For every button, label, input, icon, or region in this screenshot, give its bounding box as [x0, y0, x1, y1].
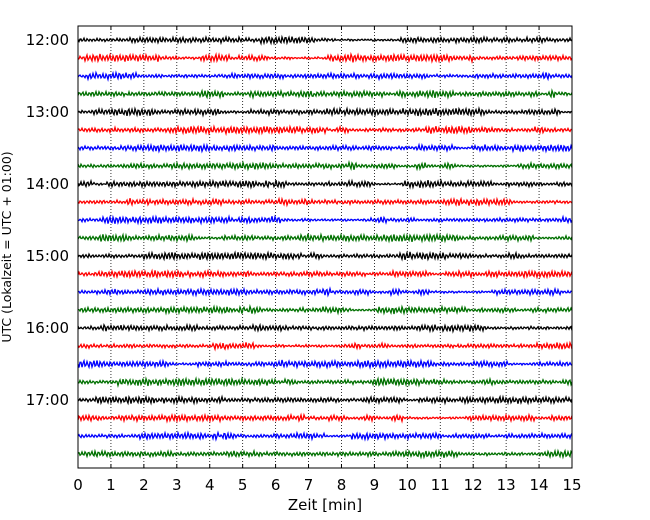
x-tick-label: 4	[205, 476, 215, 494]
seismogram-trace	[77, 88, 573, 100]
seismogram-trace	[77, 105, 573, 118]
seismogram-trace	[77, 303, 573, 316]
x-tick-label: 14	[530, 476, 549, 494]
y-tick-label: 16:00	[26, 319, 69, 337]
seismogram-trace	[77, 142, 573, 154]
y-tick-label: 17:00	[26, 391, 69, 409]
seismogram-trace	[77, 196, 573, 208]
seismogram-trace	[77, 340, 573, 352]
y-axis-label: UTC (Lokalzeit = UTC + 01:00)	[0, 151, 14, 342]
seismogram-trace	[77, 34, 573, 46]
seismogram-trace	[77, 124, 573, 137]
plot-frame	[77, 25, 573, 469]
seismogram-trace	[77, 268, 573, 280]
x-tick-label: 1	[106, 476, 116, 494]
y-tick-label: 13:00	[26, 103, 69, 121]
seismogram-trace	[77, 448, 573, 460]
x-tick-label: 13	[497, 476, 516, 494]
seismogram-trace	[77, 250, 573, 262]
x-tick-label: 2	[139, 476, 149, 494]
x-tick-label: 15	[562, 476, 581, 494]
y-tick-label: 12:00	[26, 31, 69, 49]
seismogram-trace	[77, 412, 573, 424]
x-tick-label: 11	[431, 476, 450, 494]
x-tick-label: 3	[172, 476, 182, 494]
seismogram-trace	[77, 51, 573, 65]
x-tick-label: 9	[370, 476, 380, 494]
seismogram-trace	[77, 70, 573, 82]
seismogram-trace	[77, 430, 573, 442]
seismogram-trace	[77, 286, 573, 298]
y-tick-label: 15:00	[26, 247, 69, 265]
y-axis-ticks: 12:00 13:00 14:00 15:00 16:00 17:00	[26, 31, 572, 409]
x-tick-label: 5	[238, 476, 248, 494]
seismogram-trace	[77, 322, 573, 334]
y-tick-label: 14:00	[26, 175, 69, 193]
seismogram-trace	[77, 159, 573, 172]
x-axis-ticks: 0 1 2 3 4 5 6 7 8 9 10 11 12 13 14 15	[73, 26, 582, 494]
x-tick-label: 6	[271, 476, 281, 494]
seismogram-trace	[77, 177, 573, 190]
seismogram-trace	[77, 376, 573, 388]
seismogram-trace	[77, 214, 573, 226]
seismogram-trace	[77, 358, 573, 371]
seismogram-trace	[77, 394, 573, 406]
seismogram-trace	[77, 232, 573, 244]
x-tick-label: 7	[304, 476, 314, 494]
x-tick-label: 12	[464, 476, 483, 494]
x-tick-label: 10	[398, 476, 417, 494]
x-tick-label: 0	[73, 476, 83, 494]
x-tick-label: 8	[337, 476, 347, 494]
x-axis-label: Zeit [min]	[288, 496, 362, 514]
seismogram-traces	[77, 34, 573, 460]
